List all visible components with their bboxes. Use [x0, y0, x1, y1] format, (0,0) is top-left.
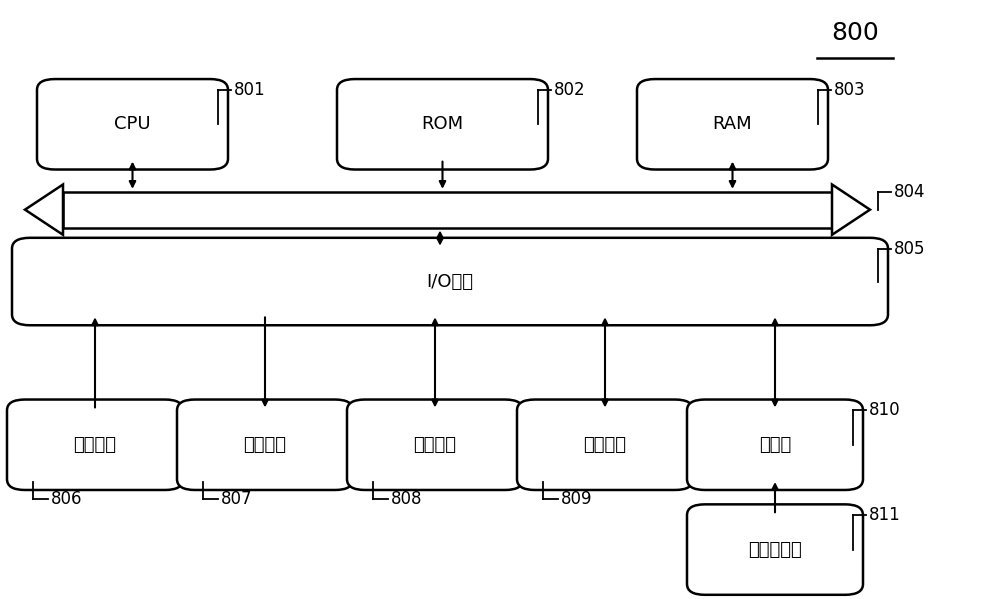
- Text: 存储部分: 存储部分: [414, 435, 456, 454]
- FancyBboxPatch shape: [637, 79, 828, 170]
- FancyBboxPatch shape: [517, 400, 693, 490]
- Text: I/O接口: I/O接口: [426, 273, 474, 291]
- FancyBboxPatch shape: [37, 79, 228, 170]
- Text: 802: 802: [554, 81, 586, 99]
- Text: 803: 803: [834, 81, 866, 99]
- Text: 通信部分: 通信部分: [584, 435, 626, 454]
- FancyBboxPatch shape: [12, 238, 888, 325]
- Text: 809: 809: [561, 490, 592, 508]
- Text: ROM: ROM: [421, 115, 464, 134]
- Text: 811: 811: [869, 506, 901, 524]
- Text: 805: 805: [894, 240, 926, 258]
- Polygon shape: [25, 184, 63, 235]
- Polygon shape: [832, 184, 870, 235]
- Text: 800: 800: [831, 21, 879, 45]
- Text: 输出部分: 输出部分: [244, 435, 287, 454]
- Polygon shape: [63, 192, 832, 228]
- Text: 驱动器: 驱动器: [759, 435, 791, 454]
- Text: 可拆卸介质: 可拆卸介质: [748, 540, 802, 559]
- Text: 808: 808: [391, 490, 422, 508]
- FancyBboxPatch shape: [347, 400, 523, 490]
- Text: RAM: RAM: [713, 115, 752, 134]
- Text: 输入部分: 输入部分: [74, 435, 116, 454]
- FancyBboxPatch shape: [7, 400, 183, 490]
- Text: 801: 801: [234, 81, 266, 99]
- FancyBboxPatch shape: [687, 400, 863, 490]
- FancyBboxPatch shape: [687, 504, 863, 595]
- Text: 810: 810: [869, 401, 901, 419]
- Text: 807: 807: [221, 490, 252, 508]
- Text: 804: 804: [894, 183, 926, 201]
- FancyBboxPatch shape: [337, 79, 548, 170]
- Text: 806: 806: [51, 490, 82, 508]
- Text: CPU: CPU: [114, 115, 151, 134]
- FancyBboxPatch shape: [177, 400, 353, 490]
